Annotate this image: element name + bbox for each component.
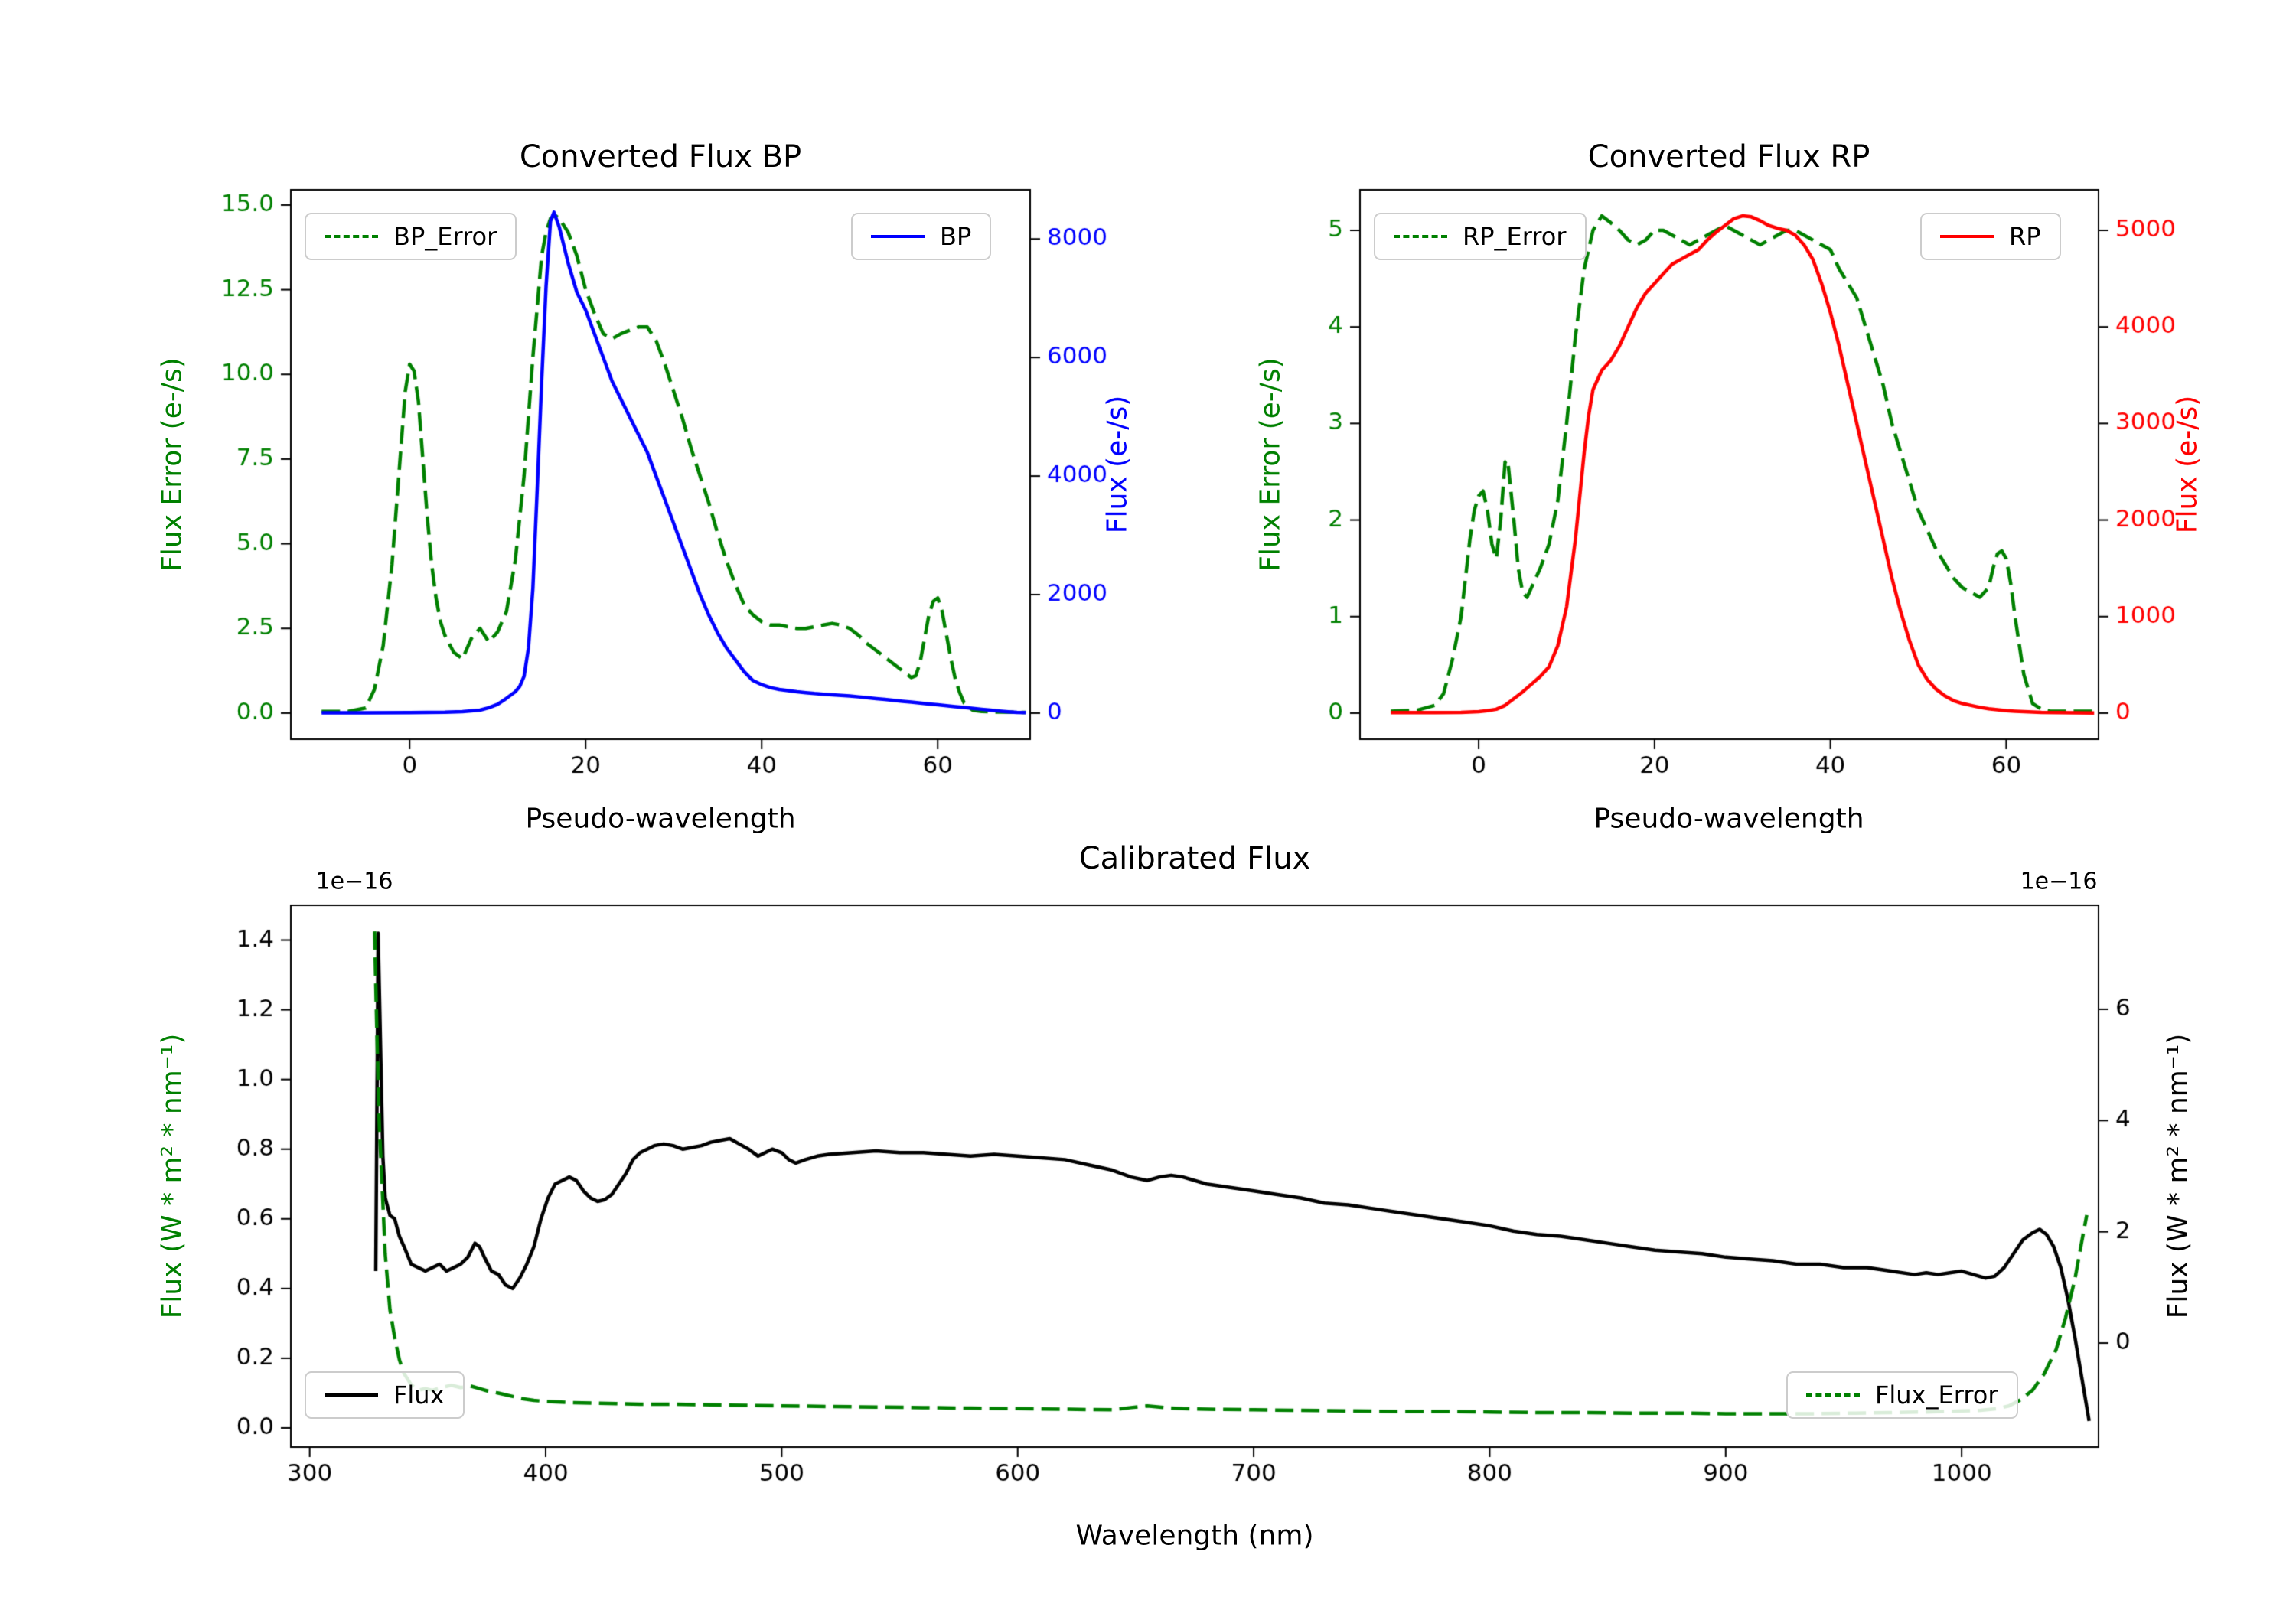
rp-left-yaxis-label: Flux Error (e-/s) — [1254, 357, 1287, 572]
dashed-green-line-sample-icon — [1394, 235, 1447, 238]
bp-legend-label: BP — [940, 222, 972, 251]
calibrated-right-yaxis-label: Flux (W * m² * nm⁻¹) — [2162, 1033, 2194, 1319]
rp-xaxis-label: Pseudo-wavelength — [1593, 803, 1864, 835]
flux-error-legend: Flux_Error — [1786, 1371, 2018, 1419]
rp-right-yaxis-label: Flux (e-/s) — [2171, 395, 2203, 534]
calibrated-left-yaxis-label: Flux (W * m² * nm⁻¹) — [156, 1033, 188, 1319]
rp-error-legend-label: RP_Error — [1463, 222, 1567, 251]
left-offset-text: 1e−16 — [315, 868, 393, 895]
rp-legend-label: RP — [2009, 222, 2041, 251]
right-offset-text: 1e−16 — [2020, 868, 2098, 895]
bp-xaxis-label: Pseudo-wavelength — [525, 803, 796, 835]
rp-chart-title: Converted Flux RP — [1587, 139, 1870, 174]
dashed-green-line-sample-icon — [1806, 1393, 1860, 1397]
solid-red-line-sample-icon — [1940, 235, 1994, 238]
bp-chart-title: Converted Flux BP — [519, 139, 802, 174]
bp-left-yaxis-label: Flux Error (e-/s) — [156, 357, 188, 572]
flux-legend: Flux — [305, 1371, 465, 1419]
rp-error-legend: RP_Error — [1374, 213, 1587, 260]
flux-legend-label: Flux — [393, 1380, 445, 1410]
rp-legend: RP — [1920, 213, 2061, 260]
calibrated-chart-title: Calibrated Flux — [1078, 841, 1311, 876]
solid-black-line-sample-icon — [325, 1393, 378, 1397]
calibrated-xaxis-label: Wavelength (nm) — [1075, 1520, 1314, 1552]
bp-error-legend: BP_Error — [305, 213, 517, 260]
flux-error-legend-label: Flux_Error — [1875, 1380, 1998, 1410]
bp-right-yaxis-label: Flux (e-/s) — [1101, 395, 1133, 534]
bp-error-legend-label: BP_Error — [393, 222, 497, 251]
solid-blue-line-sample-icon — [871, 235, 925, 238]
dashed-green-line-sample-icon — [325, 235, 378, 238]
bp-legend: BP — [851, 213, 992, 260]
